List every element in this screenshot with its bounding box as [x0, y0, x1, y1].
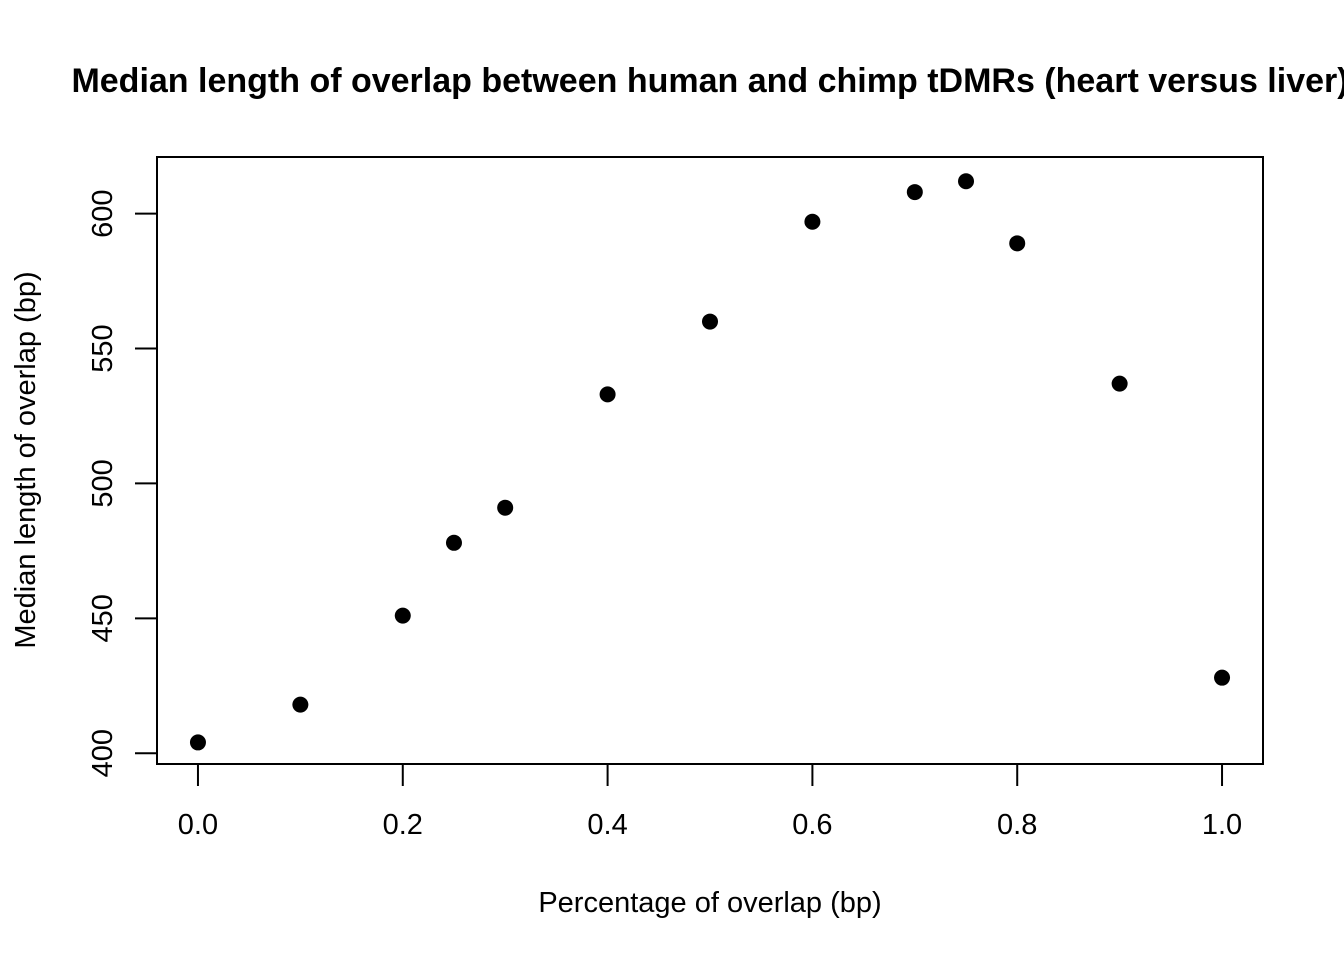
data-point [906, 184, 923, 201]
data-point [1214, 669, 1231, 686]
data-point [1111, 375, 1128, 392]
data-point [497, 499, 514, 516]
y-tick-label: 500 [87, 459, 119, 507]
x-tick-label: 1.0 [1202, 809, 1242, 841]
data-point [958, 173, 975, 190]
y-tick-label: 450 [87, 594, 119, 642]
plot-frame [156, 156, 1264, 765]
data-point [292, 696, 309, 713]
y-tick-label: 550 [87, 324, 119, 372]
x-tick-label: 0.8 [997, 809, 1037, 841]
y-tick-label: 400 [87, 729, 119, 777]
x-axis: 0.0 0.2 0.4 0.6 0.8 1.0 [178, 763, 1242, 841]
x-tick-label: 0.4 [587, 809, 627, 841]
y-tick-label: 600 [87, 189, 119, 237]
data-points [189, 173, 1231, 751]
x-axis-label: Percentage of overlap (bp) [538, 887, 881, 919]
data-point [599, 386, 616, 403]
data-point [702, 313, 718, 330]
data-point [189, 734, 206, 751]
y-axis-label: Median length of overlap (bp) [10, 271, 42, 648]
data-point [394, 607, 411, 624]
data-point [804, 213, 821, 230]
x-tick-label: 0.6 [792, 809, 832, 841]
y-axis: 400 450 500 550 600 [87, 189, 158, 777]
x-tick-label: 0.2 [383, 809, 423, 841]
data-point [1009, 235, 1026, 252]
data-point [445, 534, 462, 551]
x-tick-label: 0.0 [178, 809, 218, 841]
chart-title: Median length of overlap between human a… [71, 62, 1344, 100]
